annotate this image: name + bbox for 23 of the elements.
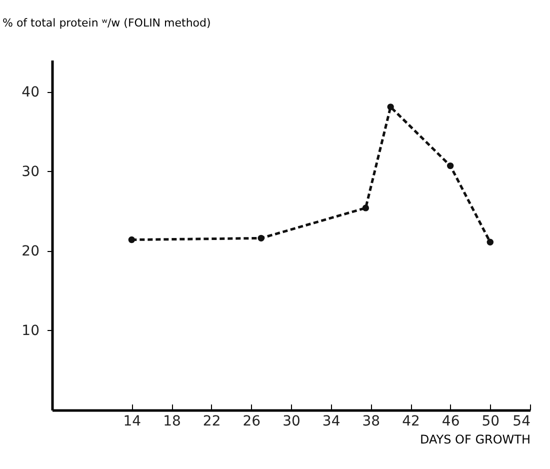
x-tick-label: 14 xyxy=(123,414,142,430)
y-tick-label: 10 xyxy=(22,322,40,339)
point xyxy=(128,236,136,244)
point xyxy=(362,204,370,212)
x-tick-label: 42 xyxy=(402,414,420,430)
y-axis-title: % of total protein ʷ/w (FOLIN method) xyxy=(2,16,211,30)
point xyxy=(387,104,394,110)
x-tick-label: 18 xyxy=(163,414,181,430)
x-axis-title: DAYS OF GROWTH xyxy=(420,432,530,446)
x-tick-label: 34 xyxy=(322,414,340,430)
x-tick-label: 54 xyxy=(512,414,531,430)
x-tick-label: 46 xyxy=(442,414,460,430)
x-tick-label: 22 xyxy=(202,414,221,430)
y-tick-label: 30 xyxy=(22,164,40,180)
point xyxy=(446,162,454,170)
x-tick-label: 26 xyxy=(242,414,261,430)
y-tick-label: 40 xyxy=(22,84,40,100)
x-tick-label: 50 xyxy=(482,414,500,430)
point xyxy=(258,234,264,242)
point xyxy=(486,238,494,246)
x-tick-label: 38 xyxy=(362,414,380,430)
x-tick-label: 30 xyxy=(282,414,300,430)
y-tick-label: 20 xyxy=(22,243,40,260)
